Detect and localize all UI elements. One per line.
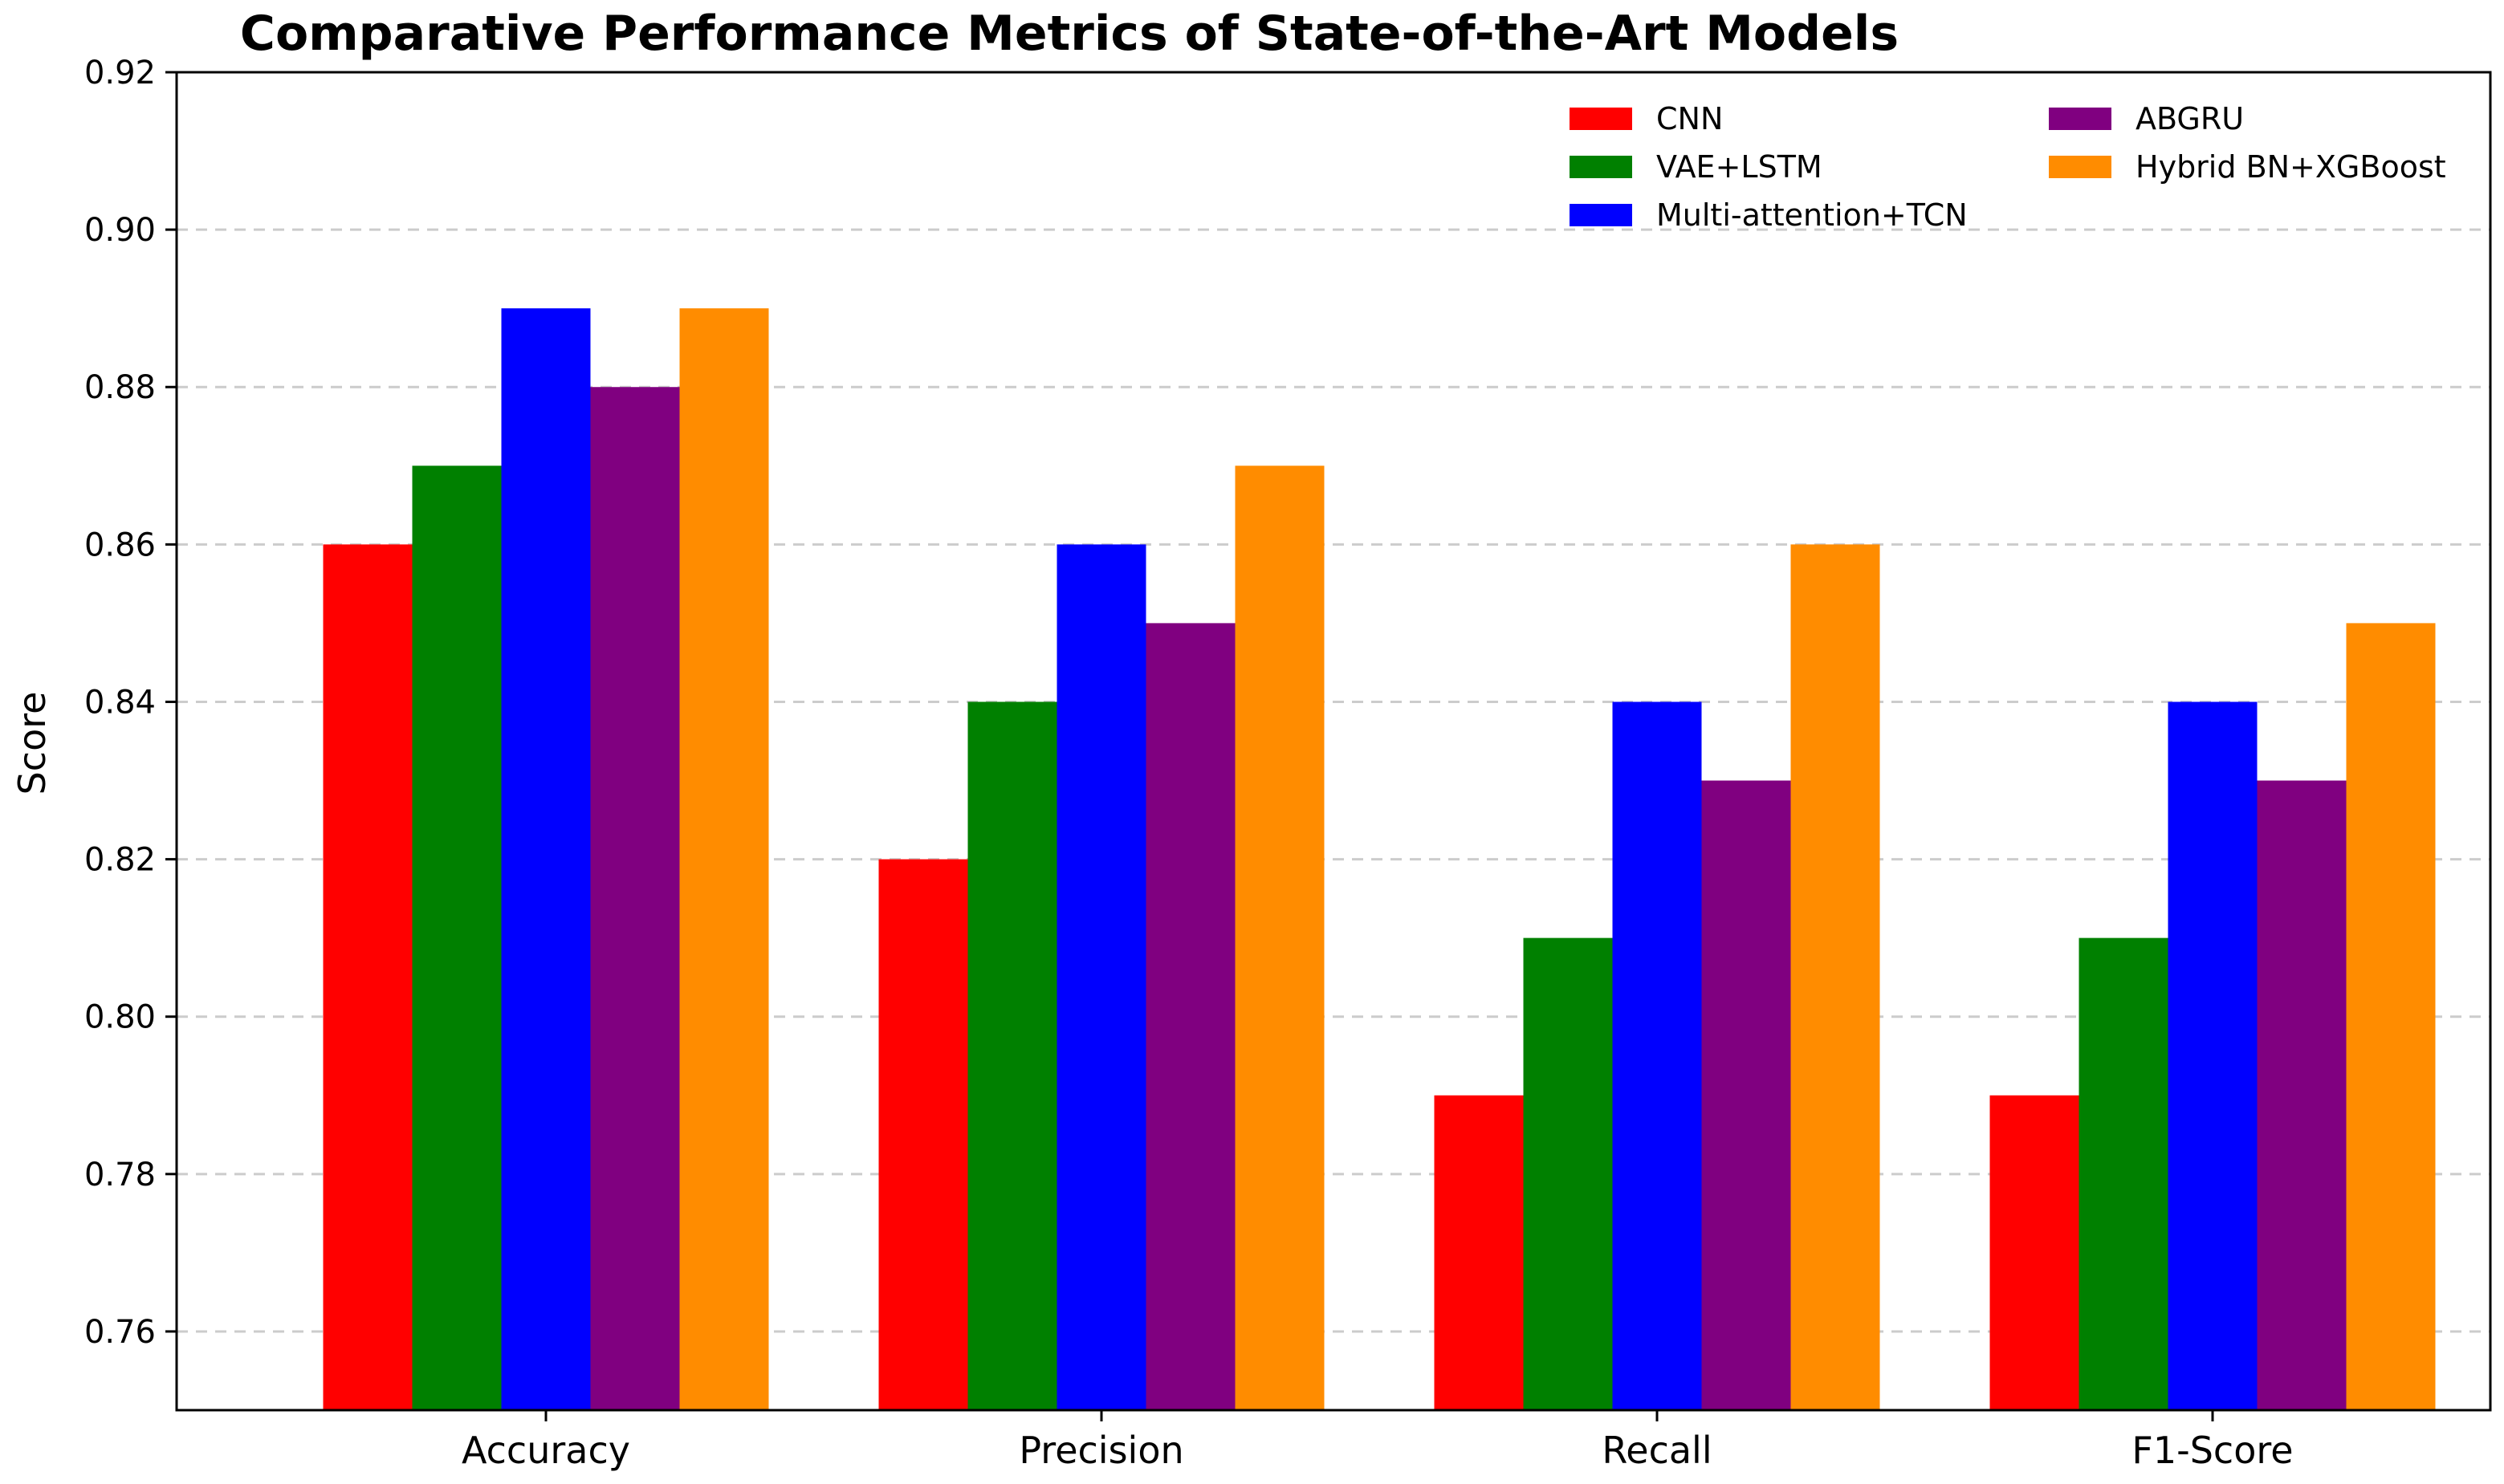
- bar: [1701, 780, 1791, 1410]
- legend-label: VAE+LSTM: [1656, 149, 1822, 185]
- x-tick-label: Accuracy: [462, 1429, 630, 1472]
- axis-layer: 0.76 0.78 0.80 0.82 0.84 0.86 0.88 0.90 0.92 Accu…: [84, 55, 2492, 1472]
- legend-label: Hybrid BN+XGBoost: [2136, 149, 2446, 185]
- legend-swatch: [2049, 108, 2111, 130]
- bar: [412, 466, 502, 1410]
- bar: [2257, 780, 2347, 1410]
- y-tick-label: 0.86: [84, 527, 156, 563]
- legend-swatch: [1570, 204, 1632, 226]
- legend-label: ABGRU: [2136, 101, 2244, 136]
- y-tick-label: 0.88: [84, 369, 156, 406]
- y-tick-label: 0.78: [84, 1157, 156, 1193]
- x-tick-label: Recall: [1602, 1429, 1712, 1472]
- bar: [1612, 701, 1702, 1410]
- x-tick-label: Precision: [1019, 1429, 1183, 1472]
- bar: [1989, 1095, 2079, 1410]
- bar: [1057, 544, 1146, 1410]
- bar: [590, 387, 680, 1410]
- bar: [1523, 937, 1613, 1410]
- y-tick-label: 0.84: [84, 684, 156, 721]
- y-axis-label: Score: [10, 692, 54, 795]
- bar: [2346, 623, 2436, 1410]
- chart-title: Comparative Performance Metrics of State…: [240, 6, 1899, 62]
- bar: [679, 308, 769, 1410]
- y-tick-label: 0.80: [84, 999, 156, 1036]
- legend: CNN VAE+LSTM Multi-attention+TCN ABGRU Hybri…: [1570, 101, 2446, 233]
- y-tick-label: 0.92: [84, 55, 156, 91]
- y-tick-label: 0.82: [84, 842, 156, 879]
- bar: [2079, 937, 2168, 1410]
- legend-swatch: [2049, 156, 2111, 178]
- bar-layer: [323, 308, 2436, 1410]
- legend-label: Multi-attention+TCN: [1656, 197, 1968, 233]
- bar: [1235, 466, 1325, 1410]
- plot-frame: [175, 71, 2492, 1412]
- bar: [967, 701, 1057, 1410]
- bar: [878, 859, 968, 1410]
- legend-swatch: [1570, 108, 1632, 130]
- legend-swatch: [1570, 156, 1632, 178]
- bar: [1434, 1095, 1524, 1410]
- bar: [501, 308, 591, 1410]
- bar: [1790, 544, 1880, 1410]
- bar: [2168, 701, 2258, 1410]
- x-tick-label: F1-Score: [2131, 1429, 2293, 1472]
- bar: [1146, 623, 1236, 1410]
- bar: [323, 544, 413, 1410]
- y-tick-label: 0.76: [84, 1314, 156, 1351]
- y-tick-label: 0.90: [84, 212, 156, 249]
- legend-label: CNN: [1656, 101, 1723, 136]
